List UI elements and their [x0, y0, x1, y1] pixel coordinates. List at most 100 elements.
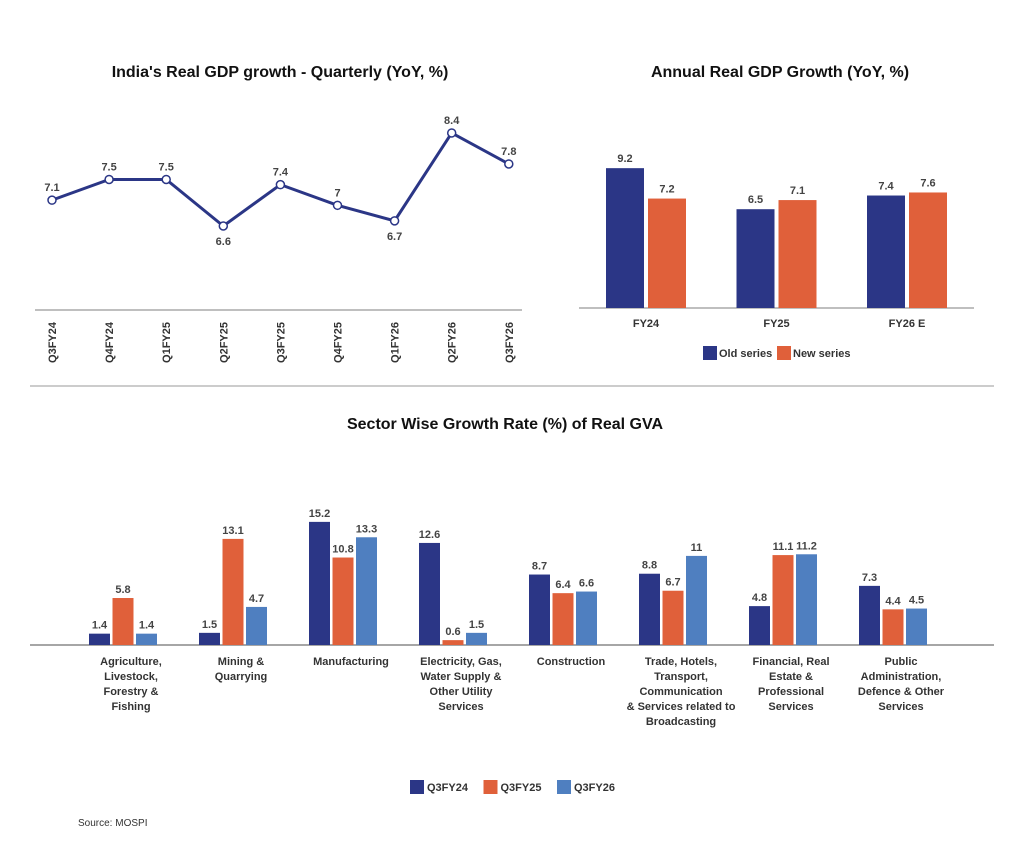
quarterly-data-label: 6.7: [387, 231, 402, 243]
sector-data-label: 1.4: [92, 620, 108, 632]
sector-tick-label: Forestry &: [103, 686, 158, 698]
quarterly-point-Q2FY25: [218, 221, 229, 231]
sector-bar-q3fy25: [882, 609, 904, 645]
sector-tick-label: Professional: [758, 686, 824, 698]
sector-bar-q3fy26: [356, 537, 377, 645]
annual-bar-new-series: [648, 198, 686, 308]
quarterly-data-label: 7.5: [159, 161, 174, 173]
quarterly-tick-label: Q1FY26: [390, 322, 402, 363]
sector-bar-q3fy25: [222, 538, 244, 645]
sector-bar-q3fy26: [136, 633, 157, 645]
annual-tick-label: FY26 E: [889, 318, 926, 330]
quarterly-point-Q3FY24: [47, 195, 57, 205]
sector-data-label: 1.4: [139, 620, 155, 632]
sector-bar-q3fy26: [686, 555, 707, 645]
sector-data-label: 4.5: [909, 595, 924, 607]
sector-tick-label: Services: [768, 701, 813, 713]
sector-data-label: 1.5: [202, 619, 217, 631]
quarterly-data-label: 6.6: [216, 236, 231, 248]
sector-data-label: 11.2: [796, 540, 817, 552]
legend-label: Old series: [719, 348, 772, 360]
sector-tick-label: Electricity, Gas,: [420, 656, 502, 668]
sector-bar-q3fy25: [332, 557, 354, 645]
sector-tick-label: Public: [884, 656, 917, 668]
sector-bar-q3fy24: [309, 521, 330, 645]
sector-tick-label: Administration,: [861, 671, 942, 683]
sector-data-label: 6.6: [579, 578, 594, 590]
sector-data-label: 13.1: [222, 525, 243, 537]
sector-bar-q3fy25: [552, 593, 574, 645]
quarterly-data-label: 7.4: [273, 167, 289, 179]
sector-tick-label: Quarrying: [215, 671, 268, 683]
sector-tick-label: Financial, Real: [752, 656, 829, 668]
quarterly-point-Q3FY26: [504, 159, 514, 169]
legend-swatch-q3fy26: [557, 780, 571, 794]
sector-data-label: 8.7: [532, 561, 547, 573]
sector-bar-q3fy25: [442, 640, 464, 645]
sector-bar-q3fy26: [246, 606, 267, 645]
quarterly-point-Q3FY25: [275, 179, 286, 190]
sector-data-label: 11.1: [773, 541, 794, 553]
quarterly-data-label: 7: [334, 187, 340, 199]
annual-data-label: 7.4: [878, 181, 894, 193]
sector-data-label: 7.3: [862, 572, 877, 584]
sector-data-label: 0.6: [445, 626, 460, 638]
annual-chart-title: Annual Real GDP Growth (YoY, %): [650, 64, 910, 81]
legend-label: New series: [793, 348, 850, 360]
sector-bar-q3fy26: [466, 632, 487, 645]
legend-swatch-q3fy24: [410, 780, 424, 794]
quarterly-tick-label: Q1FY25: [161, 322, 173, 363]
quarterly-tick-label: Q4FY24: [104, 321, 116, 363]
legend-swatch-q3fy25: [483, 780, 498, 794]
sector-bar-q3fy24: [529, 574, 550, 645]
annual-tick-label: FY25: [763, 318, 789, 330]
sector-bar-q3fy26: [796, 554, 817, 645]
quarterly-data-label: 8.4: [444, 115, 460, 127]
sector-bar-q3fy25: [772, 555, 794, 645]
sector-tick-label: Fishing: [111, 701, 150, 713]
sector-tick-label: Water Supply &: [421, 671, 502, 683]
quarterly-tick-label: Q3FY24: [47, 321, 59, 363]
legend-swatch-new-series: [777, 346, 791, 360]
sector-data-label: 6.7: [665, 577, 680, 589]
sector-tick-label: Transport,: [654, 671, 708, 683]
sector-data-label: 4.7: [249, 593, 264, 605]
sector-bar-q3fy24: [419, 542, 440, 645]
sector-bar-q3fy24: [89, 633, 110, 645]
sector-tick-label: Services: [438, 701, 483, 713]
legend-label: Q3FY25: [501, 782, 542, 794]
sector-bar-q3fy26: [906, 608, 927, 645]
sector-data-label: 8.8: [642, 560, 657, 572]
quarterly-tick-label: Q2FY25: [218, 322, 230, 363]
quarterly-tick-label: Q2FY26: [447, 322, 459, 363]
annual-tick-label: FY24: [633, 318, 660, 330]
sector-tick-label: Services: [878, 701, 923, 713]
sector-data-label: 12.6: [419, 529, 440, 541]
sector-bar-q3fy24: [639, 573, 660, 645]
sector-tick-label: Mining &: [218, 656, 264, 668]
quarterly-tick-label: Q3FY26: [504, 322, 516, 363]
sector-bar-q3fy25: [662, 590, 684, 645]
sector-tick-label: Communication: [639, 686, 722, 698]
sector-data-label: 13.3: [356, 523, 377, 535]
sector-data-label: 10.8: [332, 544, 353, 556]
quarterly-chart-title: India's Real GDP growth - Quarterly (YoY…: [111, 64, 449, 81]
sector-bar-q3fy24: [859, 585, 880, 645]
sector-bar-q3fy24: [749, 606, 770, 645]
sector-tick-label: Estate &: [769, 671, 813, 683]
sector-tick-label: Construction: [537, 656, 606, 668]
sector-data-label: 5.8: [115, 584, 130, 596]
annual-data-label: 7.6: [920, 177, 935, 189]
source-note: Source: MOSPI: [78, 818, 148, 829]
sector-tick-label: Livestock,: [104, 671, 158, 683]
annual-bar-new-series: [778, 200, 817, 308]
legend-label: Q3FY26: [574, 782, 615, 794]
annual-data-label: 7.2: [659, 184, 674, 196]
sector-data-label: 4.4: [885, 595, 901, 607]
annual-data-label: 7.1: [790, 185, 805, 197]
quarterly-point-Q4FY24: [104, 174, 114, 185]
legend-label: Q3FY24: [427, 782, 469, 794]
sector-tick-label: Broadcasting: [646, 716, 716, 728]
quarterly-tick-label: Q4FY25: [333, 322, 345, 363]
annual-bar-old-series: [736, 209, 775, 308]
